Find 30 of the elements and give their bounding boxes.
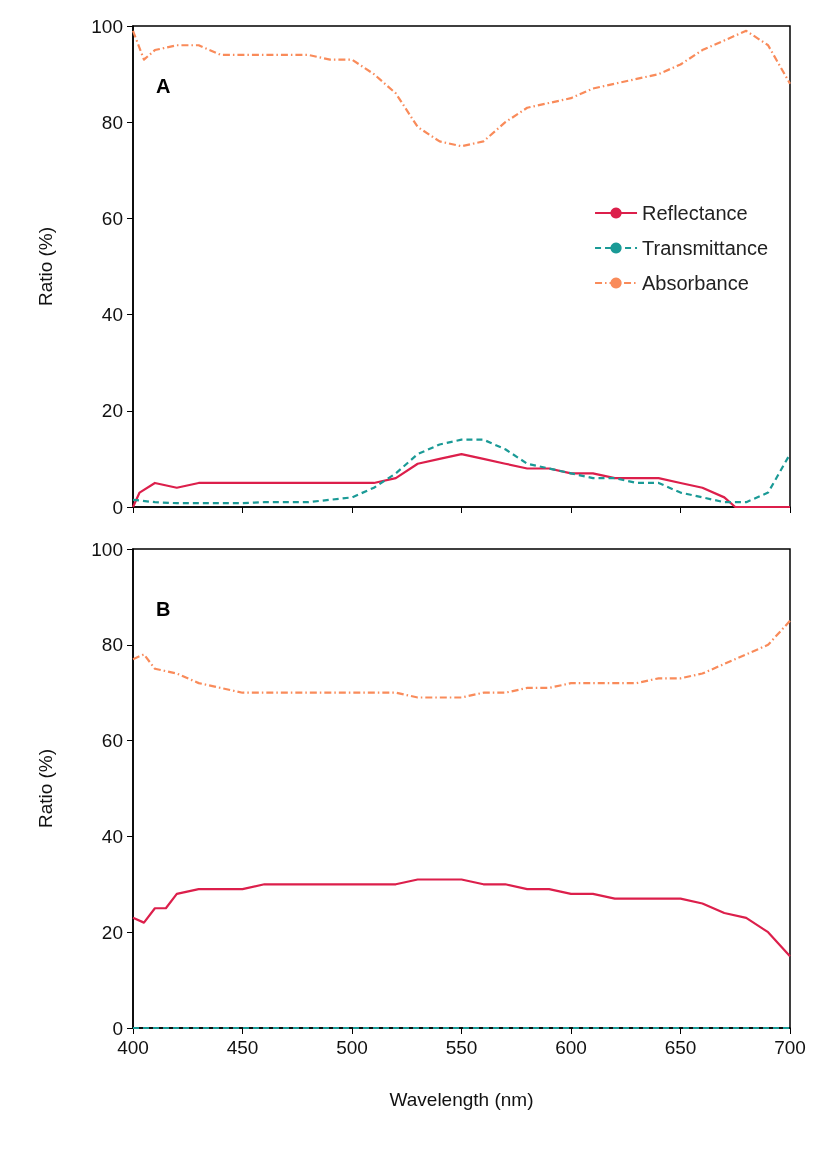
legend-label: Transmittance xyxy=(642,237,768,259)
y-tick-label: 100 xyxy=(91,15,123,37)
y-tick-label: 0 xyxy=(112,1017,123,1039)
y-tick-label: 60 xyxy=(101,730,123,752)
text: B xyxy=(156,598,171,620)
text: A xyxy=(156,75,171,97)
y-axis-title: Ratio (%) xyxy=(35,226,56,307)
x-tick-label: 600 xyxy=(555,1037,587,1058)
y-tick-label: 0 xyxy=(112,496,123,518)
y-tick-label: 40 xyxy=(101,304,123,326)
y-tick-label: 80 xyxy=(101,111,123,133)
x-tick-label: 500 xyxy=(336,1037,368,1058)
x-axis-title: Wavelength (nm) xyxy=(389,1089,534,1110)
y-tick-label: 40 xyxy=(101,825,123,847)
line-series xyxy=(131,619,792,699)
y-tick-label: 20 xyxy=(101,921,123,943)
y-tick-label: 20 xyxy=(101,400,123,422)
x-tick-label: 700 xyxy=(774,1037,806,1058)
y-tick-label: 80 xyxy=(101,634,123,656)
legend-label: Absorbance xyxy=(642,272,749,294)
legend-label: Reflectance xyxy=(642,202,748,224)
line-series xyxy=(131,878,792,958)
x-tick-label: 400 xyxy=(117,1037,149,1058)
x-tick-label: 450 xyxy=(226,1037,259,1058)
line-series xyxy=(131,29,792,148)
y-tick-label: 60 xyxy=(101,207,123,229)
y-tick-label: 100 xyxy=(91,538,123,560)
x-tick-label: 650 xyxy=(664,1037,697,1058)
x-tick-label: 550 xyxy=(445,1037,478,1058)
y-axis-title: Ratio (%) xyxy=(35,748,56,829)
